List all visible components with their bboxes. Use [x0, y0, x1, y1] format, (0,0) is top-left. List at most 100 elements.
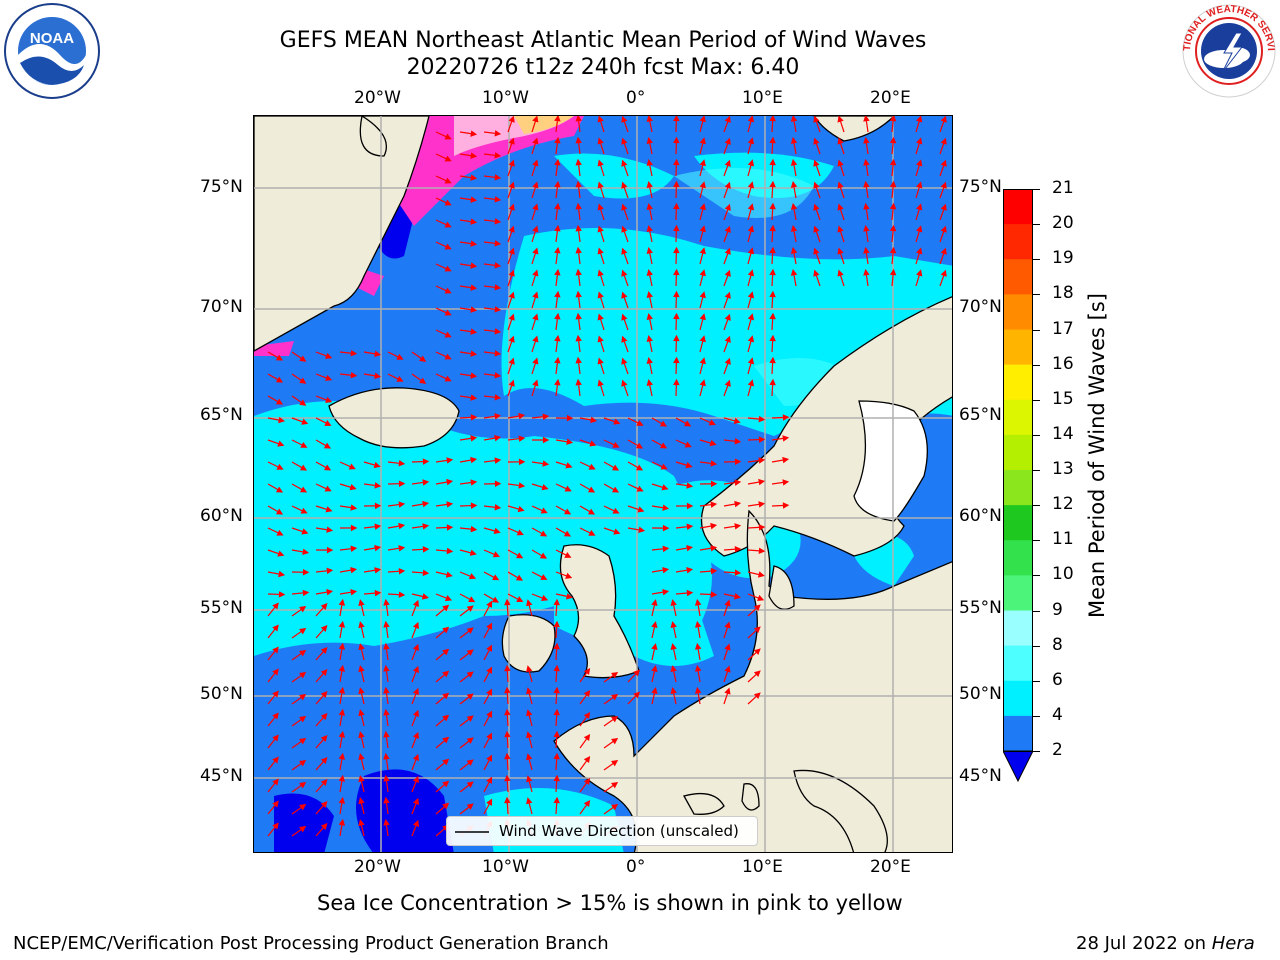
wind-arrow-head [724, 203, 731, 211]
colorbar [1002, 189, 1034, 783]
wind-arrow-head [724, 116, 731, 123]
wind-arrow-head [734, 569, 742, 576]
wind-arrow-head [597, 137, 604, 145]
wind-arrow-head [470, 240, 478, 247]
wind-arrow-head [320, 647, 328, 654]
wind-arrow-head [494, 372, 502, 379]
wind-arrow-head [350, 504, 358, 511]
wind-arrow-head [445, 571, 453, 578]
wind-arrow-head [621, 379, 628, 387]
wind-arrow-head [636, 485, 644, 492]
wind-arrow-head [621, 269, 628, 277]
wind-arrow-head [504, 664, 511, 672]
colorbar-tick-mark [1033, 399, 1040, 401]
wind-arrow-head [724, 335, 731, 343]
wind-arrow-head [350, 349, 358, 357]
wind-arrow-head [494, 350, 502, 357]
wind-arrow-head [769, 246, 776, 254]
wind-arrow-head [338, 598, 346, 606]
wind-arrow-head [597, 203, 604, 211]
wind-arrow-head [662, 566, 670, 574]
colorbar-tick-mark [1033, 470, 1040, 471]
wind-arrow-head [504, 708, 511, 716]
wind-arrow-head [813, 137, 820, 145]
wind-arrow-head [651, 643, 658, 651]
wind-arrow-head [575, 378, 582, 386]
wind-arrow-head [444, 595, 453, 602]
wind-arrow-head [673, 356, 680, 364]
wind-arrow-head [621, 137, 628, 145]
wind-arrow-head [470, 152, 478, 159]
wind-arrow-head [398, 522, 406, 530]
wind-arrow-head [758, 547, 766, 555]
wind-arrow-head [670, 621, 677, 628]
wind-arrow-head [724, 379, 731, 387]
wind-arrow-head [673, 334, 680, 342]
colorbar-tick-label: 6 [1052, 669, 1063, 690]
wind-arrow-head [699, 291, 706, 299]
wind-arrow-head [412, 797, 420, 805]
wind-arrow-head [470, 218, 478, 225]
wind-arrow-head [325, 374, 333, 381]
lat-label-right: 50°N [959, 684, 1002, 704]
wind-arrow-head [694, 598, 702, 606]
wind-arrow-head [442, 604, 450, 612]
wind-arrow-head [553, 730, 560, 738]
wind-arrow-head [526, 753, 533, 761]
wind-arrow-head [515, 574, 524, 581]
wind-arrow-head [532, 159, 539, 167]
wind-arrow-head [275, 486, 284, 493]
colorbar-tick-label: 18 [1052, 283, 1074, 304]
wind-arrow-head [422, 500, 430, 508]
wind-arrow-head [494, 174, 502, 181]
wind-arrow-head [670, 665, 677, 672]
wind-arrow-head [320, 735, 328, 742]
wind-arrow-head [837, 137, 844, 145]
wind-arrow-head [597, 357, 604, 365]
wind-arrow-head [494, 262, 502, 269]
wind-arrow-head [686, 567, 694, 574]
wind-arrow-head [540, 574, 548, 580]
wind-arrow-head [724, 687, 731, 695]
wind-arrow-head [673, 116, 680, 122]
wind-arrow-head [940, 181, 947, 189]
colorbar-segment [1003, 505, 1033, 541]
wind-arrow-head [597, 291, 604, 299]
wind-arrow-head [583, 711, 591, 720]
wind-arrow-head [790, 136, 798, 144]
wind-arrow-head [320, 713, 328, 720]
lon-label-top: 20°W [354, 88, 401, 108]
wind-arrow-head [863, 224, 870, 232]
wind-arrow-head [554, 356, 561, 364]
wind-arrow-head [621, 313, 628, 321]
wind-arrow-head [554, 290, 561, 298]
wind-arrow-head [526, 731, 533, 739]
wind-arrow-head [444, 155, 452, 162]
wind-arrow-head [597, 159, 604, 167]
lon-label-top: 0° [626, 88, 646, 108]
wind-arrow-head [338, 686, 346, 694]
wind-arrow-head [541, 484, 549, 491]
colorbar-tick-label: 13 [1052, 459, 1074, 479]
wind-arrow-head [508, 159, 515, 167]
wind-arrow-head [685, 462, 693, 469]
wind-arrow-head [470, 394, 478, 401]
wind-arrow-head [813, 181, 820, 189]
wind-arrow-head [553, 752, 560, 760]
wind-arrow-head [769, 334, 776, 342]
wind-arrow-head [412, 731, 420, 739]
wind-arrow-head [753, 670, 761, 678]
wind-arrow-head [758, 501, 766, 508]
wind-arrow-head [734, 438, 742, 445]
wind-arrow-head [611, 486, 620, 493]
wind-arrow-head [575, 158, 582, 166]
wind-arrow-head [940, 203, 947, 211]
lat-label-right: 65°N [959, 405, 1002, 425]
wind-arrow-head [554, 378, 561, 386]
colorbar-tick-label: 10 [1052, 564, 1074, 585]
wind-arrow-head [651, 599, 658, 607]
wind-arrow-head [724, 225, 731, 233]
wind-arrow-head [597, 181, 604, 189]
wind-arrow-head [338, 752, 346, 760]
wind-arrow-head [444, 287, 452, 294]
